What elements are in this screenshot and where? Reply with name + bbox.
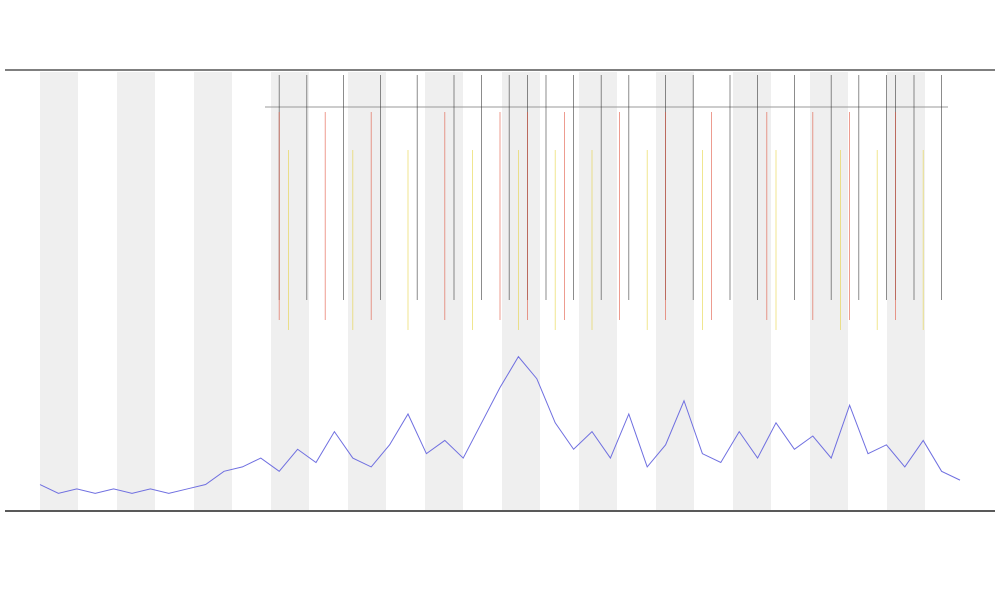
band [348, 72, 386, 510]
band [117, 72, 155, 510]
band [579, 72, 617, 510]
band [887, 72, 925, 510]
band [194, 72, 232, 510]
band [40, 72, 78, 510]
series-line [39, 355, 961, 494]
band [425, 72, 463, 510]
band [810, 72, 848, 510]
band [271, 72, 309, 510]
band [502, 72, 540, 510]
background-bands [40, 72, 925, 510]
band [656, 72, 694, 510]
band [733, 72, 771, 510]
